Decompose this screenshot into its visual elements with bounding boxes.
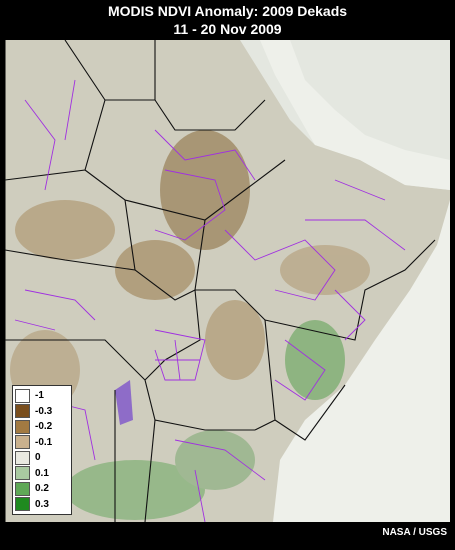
legend-label: 0.3 [35, 498, 49, 510]
legend-label: -0.2 [35, 421, 53, 433]
legend-swatch [15, 497, 30, 512]
legend-label: 0 [35, 452, 41, 464]
legend-swatch [15, 466, 30, 481]
legend-label: 0.2 [35, 483, 49, 495]
subtitle: 11 - 20 Nov 2009 [173, 21, 282, 37]
legend-item: 0 [15, 450, 69, 466]
legend-item: -1 [15, 388, 69, 404]
legend-label: 0.1 [35, 467, 49, 479]
legend-item: -0.3 [15, 404, 69, 420]
legend-label: -0.1 [35, 436, 53, 448]
map [5, 40, 450, 522]
legend: -1 -0.3 -0.2 -0.1 0 0.1 0.2 0.3 [12, 385, 72, 515]
legend-item: 0.1 [15, 466, 69, 482]
legend-swatch [15, 419, 30, 434]
legend-swatch [15, 435, 30, 450]
credit: NASA / USGS [382, 527, 447, 538]
legend-label: -1 [35, 390, 44, 402]
legend-swatch [15, 481, 30, 496]
legend-swatch [15, 404, 30, 419]
legend-swatch [15, 388, 30, 403]
legend-item: 0.2 [15, 481, 69, 497]
legend-swatch [15, 450, 30, 465]
legend-item: -0.2 [15, 419, 69, 435]
legend-item: -0.1 [15, 435, 69, 451]
legend-label: -0.3 [35, 405, 53, 417]
title: MODIS NDVI Anomaly: 2009 Dekads [107, 3, 348, 19]
legend-item: 0.3 [15, 497, 69, 513]
